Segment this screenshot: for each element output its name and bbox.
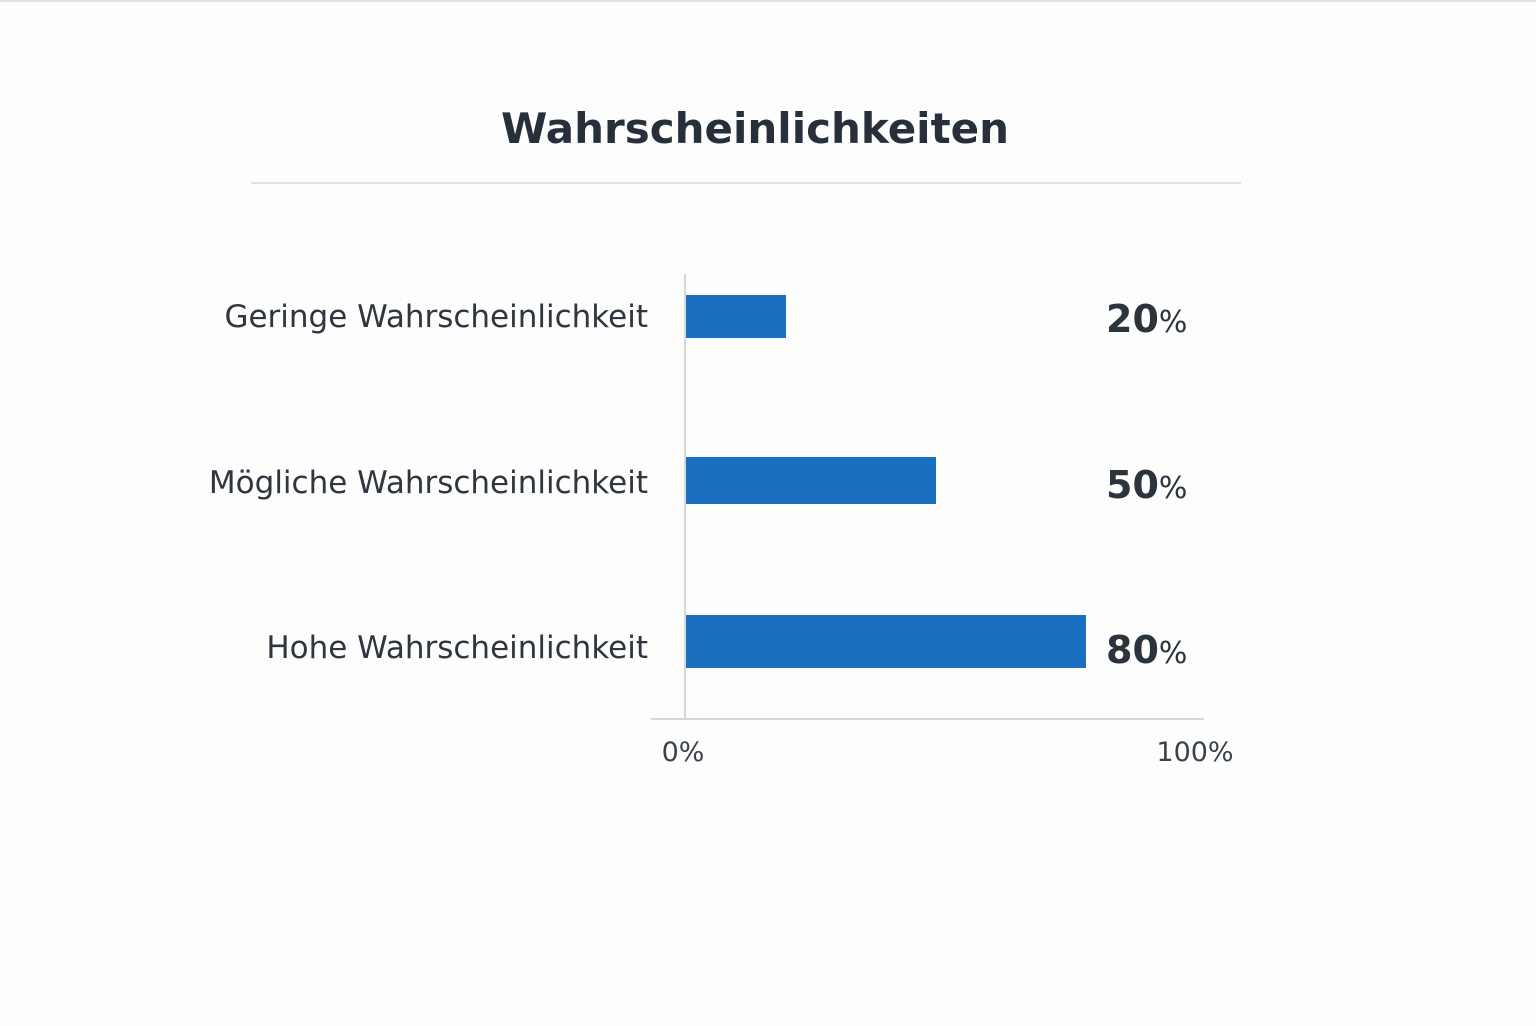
- category-label: Geringe Wahrscheinlichkeit: [224, 299, 648, 335]
- category-label: Hohe Wahrscheinlichkeit: [266, 630, 648, 666]
- title-divider: [251, 182, 1241, 184]
- bar: [686, 615, 1086, 668]
- bar: [686, 457, 936, 504]
- x-tick-label: 0%: [662, 737, 705, 768]
- x-tick-label: 100%: [1156, 737, 1233, 768]
- value-label: 20%: [1106, 297, 1187, 341]
- value-label: 80%: [1106, 628, 1187, 672]
- chart-title: Wahrscheinlichkeiten: [500, 104, 1010, 153]
- category-label: Mögliche Wahrscheinlichkeit: [209, 465, 648, 501]
- bar: [686, 295, 786, 338]
- value-label: 50%: [1106, 463, 1187, 507]
